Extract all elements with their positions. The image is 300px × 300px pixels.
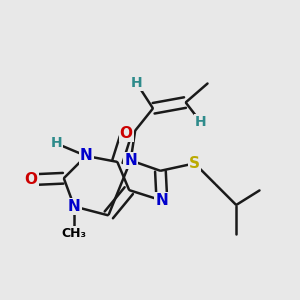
Text: N: N [124, 153, 137, 168]
Text: H: H [131, 76, 142, 90]
Text: N: N [80, 148, 92, 164]
Text: H: H [51, 136, 62, 151]
Text: H: H [195, 115, 206, 129]
Text: N: N [155, 193, 168, 208]
Text: O: O [25, 172, 38, 187]
Text: S: S [189, 156, 200, 171]
Text: CH₃: CH₃ [62, 227, 87, 240]
Text: O: O [120, 126, 133, 141]
Text: N: N [68, 199, 81, 214]
